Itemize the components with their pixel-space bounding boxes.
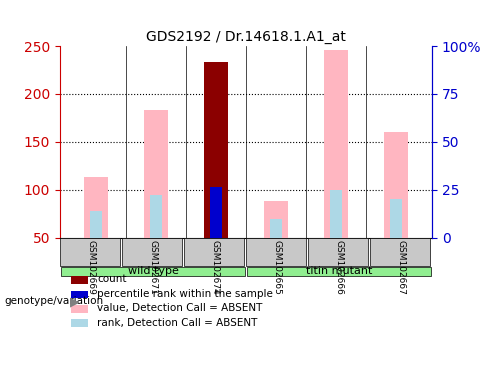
Text: genotype/variation: genotype/variation xyxy=(5,296,104,306)
Text: ▶: ▶ xyxy=(70,295,79,308)
Text: rank, Detection Call = ABSENT: rank, Detection Call = ABSENT xyxy=(97,318,258,328)
Bar xyxy=(150,195,162,238)
FancyBboxPatch shape xyxy=(247,267,431,276)
Bar xyxy=(90,211,102,238)
Bar xyxy=(71,319,88,327)
Text: wild type: wild type xyxy=(128,266,179,276)
Bar xyxy=(384,132,408,238)
FancyBboxPatch shape xyxy=(184,238,244,266)
Text: titin mutant: titin mutant xyxy=(306,266,372,276)
Text: GSM102667: GSM102667 xyxy=(396,240,406,295)
Title: GDS2192 / Dr.14618.1.A1_at: GDS2192 / Dr.14618.1.A1_at xyxy=(146,30,346,44)
Bar xyxy=(390,199,402,238)
Text: count: count xyxy=(97,274,127,284)
Text: value, Detection Call = ABSENT: value, Detection Call = ABSENT xyxy=(97,303,263,313)
Bar xyxy=(144,110,168,238)
Bar xyxy=(210,187,222,238)
FancyBboxPatch shape xyxy=(61,267,245,276)
FancyBboxPatch shape xyxy=(370,238,430,266)
Text: percentile rank within the sample: percentile rank within the sample xyxy=(97,289,273,299)
Bar xyxy=(324,50,348,238)
Text: GSM102666: GSM102666 xyxy=(335,240,344,295)
FancyBboxPatch shape xyxy=(308,238,368,266)
Bar xyxy=(71,276,88,284)
Bar xyxy=(330,190,342,238)
Bar xyxy=(264,201,288,238)
Bar xyxy=(270,218,282,238)
Bar xyxy=(71,305,88,313)
FancyBboxPatch shape xyxy=(60,238,120,266)
FancyBboxPatch shape xyxy=(122,238,182,266)
FancyBboxPatch shape xyxy=(246,238,306,266)
Text: GSM102671: GSM102671 xyxy=(148,240,157,295)
Text: GSM102674: GSM102674 xyxy=(211,240,219,295)
Bar xyxy=(204,62,228,238)
Bar xyxy=(71,291,88,298)
Bar xyxy=(84,177,108,238)
Text: GSM102665: GSM102665 xyxy=(273,240,281,295)
Text: GSM102669: GSM102669 xyxy=(86,240,96,295)
